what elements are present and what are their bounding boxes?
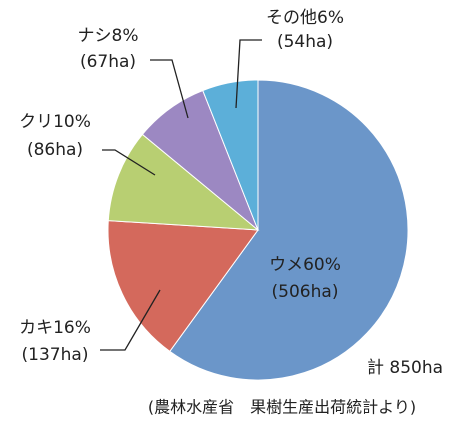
category-name: ウメ <box>269 255 303 275</box>
pie <box>107 79 409 381</box>
source-note: (農林水産省 果樹生産出荷統計より) <box>148 398 416 417</box>
area-label: (86ha) <box>27 140 83 160</box>
total-label: 計 850ha <box>367 358 443 378</box>
slice-label: カキ16% <box>19 318 91 338</box>
percent-label: 10% <box>53 112 91 132</box>
category-name: その他 <box>266 8 317 28</box>
pie-slice <box>107 133 260 231</box>
pie-slice <box>202 79 259 231</box>
slice-label: クリ10% <box>19 112 91 132</box>
leader-line <box>150 59 189 119</box>
category-name: ナシ <box>78 26 112 46</box>
leader-line <box>102 149 156 176</box>
area-label: (506ha) <box>272 282 339 302</box>
category-name: クリ <box>19 112 53 132</box>
slice-label: ウメ60% <box>269 255 341 275</box>
pie-slice <box>169 79 409 381</box>
leader-line <box>235 39 262 109</box>
slice-label: ナシ8% <box>78 26 139 46</box>
area-label: (67ha) <box>80 52 136 72</box>
slice-label: その他6% <box>266 8 344 28</box>
percent-label: 6% <box>317 8 344 28</box>
leader-lines <box>100 39 262 351</box>
percent-label: 16% <box>53 318 91 338</box>
percent-label: 60% <box>303 255 341 275</box>
leader-line <box>100 289 161 351</box>
percent-label: 8% <box>112 26 139 46</box>
pie-slice <box>107 220 259 353</box>
category-name: カキ <box>19 318 53 338</box>
area-label: (54ha) <box>277 32 333 52</box>
area-label: (137ha) <box>22 345 89 365</box>
